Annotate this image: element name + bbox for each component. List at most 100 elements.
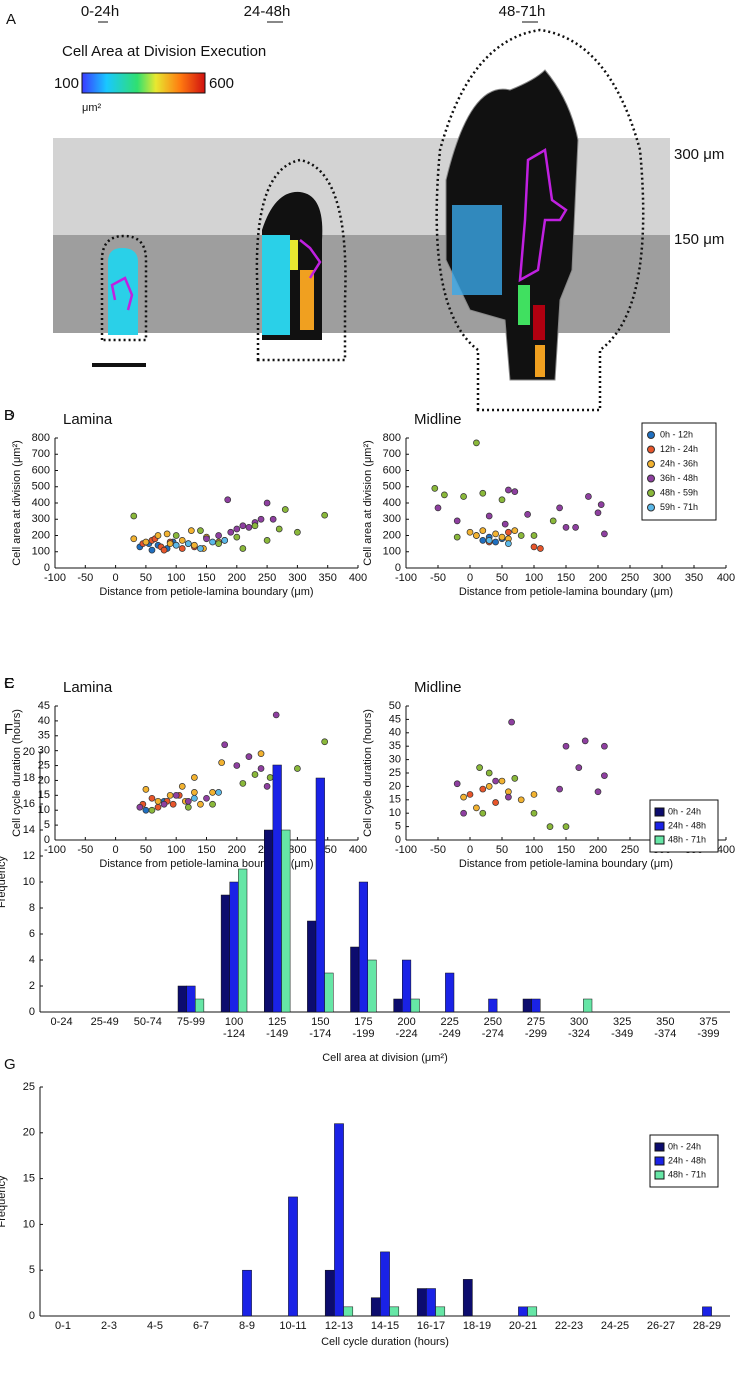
point — [184, 540, 192, 547]
band-lower — [53, 235, 670, 333]
panel-label: C — [4, 675, 15, 692]
point — [233, 762, 241, 769]
cells — [262, 235, 290, 335]
x-tick-label: -100 — [44, 572, 66, 584]
x-tick-label: 250 -274 — [482, 1016, 504, 1040]
y-tick-label: 50 — [389, 700, 401, 712]
y-tick-label: 35 — [389, 740, 401, 752]
x-tick-label: 14-15 — [371, 1320, 399, 1332]
point — [492, 799, 499, 806]
point — [572, 524, 579, 531]
chart-title: Lamina — [63, 411, 113, 428]
point — [221, 741, 229, 749]
point — [263, 783, 271, 790]
bar — [702, 1306, 712, 1317]
y-tick-label: 0 — [29, 1006, 35, 1018]
point — [575, 764, 583, 771]
point — [434, 504, 442, 512]
y-tick-label: 600 — [383, 464, 401, 476]
point — [537, 545, 544, 552]
point — [517, 796, 525, 804]
x-tick-label: 300 — [288, 844, 306, 856]
point — [501, 520, 509, 528]
x-tick-label: 150 — [557, 844, 575, 856]
point — [321, 511, 329, 519]
y-tick-label: 15 — [38, 789, 50, 801]
y-tick-label: 500 — [32, 481, 50, 493]
x-tick-label: 10-11 — [279, 1320, 306, 1332]
point — [492, 530, 499, 538]
x-tick-label: 24-25 — [601, 1320, 629, 1332]
cells — [300, 270, 314, 330]
y-tick-label: 0 — [395, 562, 401, 574]
point — [257, 515, 265, 523]
x-tick-label: -50 — [77, 572, 93, 584]
y-tick-label: 300 — [32, 513, 50, 525]
point — [227, 528, 235, 536]
x-tick-label: 350 -374 — [654, 1016, 676, 1040]
y-tick-label: 200 — [32, 529, 50, 541]
y-tick-label: 5 — [395, 821, 401, 833]
point — [178, 783, 186, 790]
point — [172, 532, 180, 539]
y-tick-label: 25 — [389, 767, 401, 779]
point — [239, 545, 247, 552]
x-tick-label: 200 — [589, 844, 607, 856]
bar — [264, 829, 274, 1013]
y-tick-label: 100 — [32, 546, 50, 558]
chart-title: Midline — [414, 679, 462, 696]
legend-swatch — [647, 445, 655, 454]
panel-label: E — [4, 675, 14, 692]
x-tick-label: 400 — [349, 572, 367, 584]
point — [191, 541, 198, 549]
bar — [380, 1251, 390, 1317]
point — [453, 533, 461, 541]
colorbar-max: 600 — [209, 75, 234, 92]
bar — [177, 985, 187, 1013]
point — [215, 532, 222, 539]
legend-swatch — [654, 835, 665, 845]
point — [154, 532, 162, 539]
y-tick-label: 35 — [38, 730, 50, 742]
chart: G Frequency 0 5 10 15 20 25 0-1 2-3 4-5 6-7 8-9 10-11… — [0, 1056, 730, 1348]
x-tick-label: 250 — [621, 844, 639, 856]
y-tick-label: 16 — [23, 798, 35, 810]
legend-label: 48h - 71h — [668, 834, 706, 844]
chart: D Midline Cell area at division (μm²) 0 100 2… — [4, 407, 735, 598]
x-tick-label: 200 — [589, 572, 607, 584]
colorbar-min: 100 — [54, 75, 79, 92]
y-tick-label: 800 — [383, 432, 401, 444]
x-tick-label: 0 — [113, 572, 119, 584]
x-axis-label: Distance from petiole-lamina boundary (μ… — [99, 858, 313, 870]
x-tick-label: 150 -174 — [309, 1016, 331, 1040]
y-tick-label: 6 — [29, 928, 35, 940]
y-tick-label: 20 — [23, 1127, 35, 1139]
x-tick-label: 16-17 — [417, 1320, 445, 1332]
y-tick-label: 8 — [29, 902, 35, 914]
bar — [315, 777, 325, 1013]
point — [473, 804, 480, 812]
point — [517, 532, 525, 539]
bar — [324, 972, 334, 1013]
point — [130, 535, 138, 543]
point — [239, 780, 247, 787]
x-tick-label: 100 — [525, 572, 543, 584]
point — [178, 545, 186, 552]
point — [218, 759, 225, 766]
x-tick-label: 375 -399 — [697, 1016, 719, 1040]
y-tick-label: 45 — [38, 700, 50, 712]
point — [562, 742, 570, 750]
y-axis-label: Cell area at division (μm²) — [362, 440, 374, 566]
bar — [281, 829, 291, 1013]
colorbar — [81, 72, 206, 94]
x-axis-label: Cell area at division (μm²) — [322, 1052, 448, 1064]
point — [530, 532, 538, 539]
point — [585, 493, 592, 500]
point — [479, 809, 487, 817]
point — [148, 794, 156, 802]
point — [524, 511, 531, 518]
legend-label: 24h - 48h — [668, 820, 706, 830]
x-tick-label: 175 -199 — [352, 1016, 374, 1040]
y-tick-label: 200 — [383, 529, 401, 541]
point — [233, 533, 241, 541]
